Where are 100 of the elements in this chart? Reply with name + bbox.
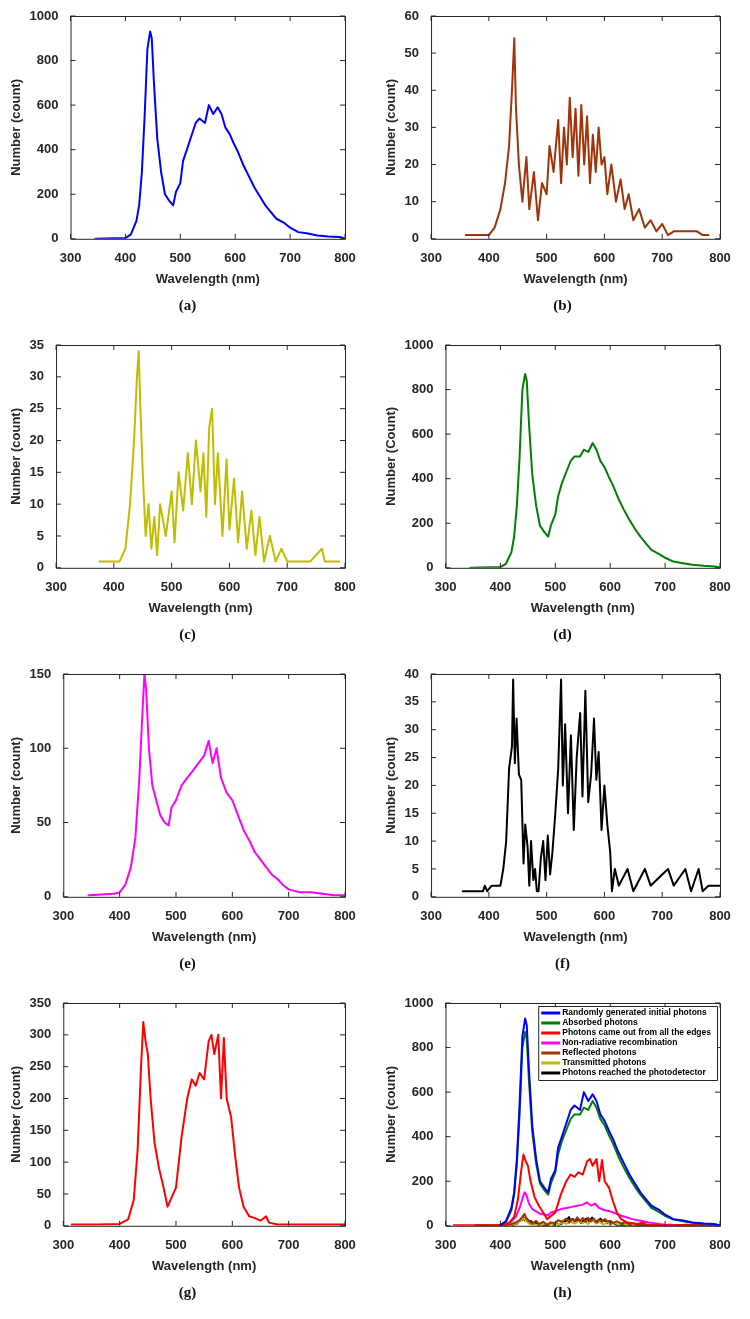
x-tick-label: 800: [334, 250, 356, 266]
text: (e): [178, 954, 197, 973]
x-tick-label: 500: [169, 250, 192, 266]
y-tick-label: 50: [36, 814, 52, 830]
x-tick-label: 500: [544, 579, 567, 595]
y-tick-label: 15: [29, 463, 45, 479]
y-tick-label: 800: [411, 1039, 434, 1055]
x-tick-label: 400: [478, 250, 500, 266]
y-tick-label: 25: [29, 400, 45, 416]
y-tick-label: 150: [29, 665, 52, 681]
y-axis-title: Number (count): [8, 737, 24, 834]
legend-label: Transmitted photons: [562, 1057, 647, 1068]
x-tick-label: 700: [277, 908, 300, 924]
x-tick-label: 400: [478, 908, 500, 924]
text: (h): [552, 1283, 573, 1302]
y-tick-label: 20: [404, 156, 420, 172]
y-tick-label: 0: [44, 888, 52, 904]
y-tick-label: 20: [404, 776, 420, 792]
y-tick-label: 200: [411, 514, 434, 530]
y-tick-label: 30: [29, 368, 45, 384]
y-tick-label: 50: [36, 1185, 52, 1201]
y-tick-label: 60: [404, 7, 420, 23]
x-axis-title: Wavelength (nm): [152, 928, 257, 944]
y-tick-label: 1000: [404, 994, 434, 1010]
y-axis-title: Number (count): [383, 79, 399, 176]
y-tick-label: 100: [29, 739, 52, 755]
legend-label: Photons came out from all the edges: [562, 1027, 712, 1038]
x-axis-title: Wavelength (nm): [530, 599, 635, 615]
legend-label: Randomly generated initial photons: [562, 1007, 708, 1018]
x-tick-label: 600: [221, 1237, 244, 1253]
x-tick-label: 800: [334, 579, 356, 595]
y-tick-label: 0: [411, 888, 420, 904]
y-axis-title: Number (count): [8, 1066, 24, 1163]
y-tick-label: 10: [404, 193, 420, 209]
x-tick-label: 700: [654, 579, 676, 595]
y-tick-label: 800: [411, 381, 434, 397]
y-tick-label: 1000: [29, 7, 59, 23]
y-tick-label: 250: [29, 1058, 52, 1074]
text: (f): [554, 954, 571, 973]
text: (d): [552, 625, 573, 644]
x-tick-label: 300: [59, 250, 82, 266]
x-axis-title: Wavelength (nm): [530, 1257, 635, 1273]
y-tick-label: 400: [411, 470, 434, 486]
x-tick-label: 800: [709, 579, 731, 595]
y-tick-label: 30: [404, 721, 420, 737]
y-tick-label: 1000: [404, 336, 434, 352]
y-axis-title: Number (count): [8, 408, 24, 505]
x-axis-title: Wavelength (nm): [155, 270, 260, 286]
y-axis-title: Number (Count): [383, 406, 399, 506]
x-tick-label: 600: [221, 908, 244, 924]
x-tick-label: 400: [108, 1237, 131, 1253]
y-tick-label: 25: [404, 749, 420, 765]
x-tick-label: 500: [535, 908, 558, 924]
x-tick-label: 800: [334, 908, 356, 924]
x-tick-label: 700: [651, 250, 674, 266]
y-tick-label: 0: [426, 1217, 434, 1233]
x-tick-label: 800: [709, 250, 731, 266]
x-tick-label: 800: [709, 908, 731, 924]
y-axis-title: Number (count): [383, 1066, 399, 1163]
y-tick-label: 400: [36, 141, 59, 157]
x-tick-label: 500: [535, 250, 558, 266]
y-tick-label: 40: [404, 665, 420, 681]
y-tick-label: 200: [411, 1172, 434, 1188]
legend-label: Non-radiative recombination: [562, 1037, 678, 1048]
y-tick-label: 100: [29, 1153, 52, 1169]
x-tick-label: 600: [599, 1237, 622, 1253]
y-tick-label: 400: [411, 1128, 434, 1144]
y-tick-label: 10: [404, 832, 420, 848]
y-tick-label: 200: [29, 1090, 52, 1106]
y-tick-label: 35: [404, 693, 420, 709]
x-tick-label: 800: [709, 1237, 731, 1253]
x-tick-label: 700: [651, 908, 674, 924]
y-tick-label: 0: [44, 1217, 52, 1233]
y-axis-title: Number (count): [8, 79, 24, 176]
text: (a): [177, 296, 198, 315]
y-tick-label: 10: [29, 495, 45, 511]
y-tick-label: 200: [36, 185, 59, 201]
y-tick-label: 0: [411, 230, 420, 246]
x-tick-label: 600: [218, 579, 241, 595]
x-tick-label: 500: [165, 1237, 187, 1253]
y-tick-label: 0: [426, 559, 434, 575]
y-tick-label: 50: [404, 44, 420, 60]
y-tick-label: 30: [404, 118, 420, 134]
legend-label: Absorbed photons: [562, 1017, 639, 1028]
y-tick-label: 150: [29, 1121, 52, 1137]
x-tick-label: 400: [489, 579, 512, 595]
y-axis-title: Number (count): [383, 737, 399, 834]
x-axis-title: Wavelength (nm): [523, 270, 628, 286]
x-tick-label: 600: [593, 250, 616, 266]
legend-label: Reflected photons: [562, 1047, 637, 1058]
x-tick-label: 500: [544, 1237, 567, 1253]
x-tick-label: 700: [276, 579, 299, 595]
x-tick-label: 400: [114, 250, 137, 266]
x-axis-title: Wavelength (nm): [148, 599, 253, 615]
y-tick-label: 800: [36, 52, 59, 68]
y-tick-label: 600: [36, 96, 59, 112]
y-tick-label: 300: [29, 1026, 52, 1042]
x-tick-label: 600: [599, 579, 622, 595]
x-tick-label: 700: [277, 1237, 300, 1253]
text: (c): [178, 625, 197, 644]
